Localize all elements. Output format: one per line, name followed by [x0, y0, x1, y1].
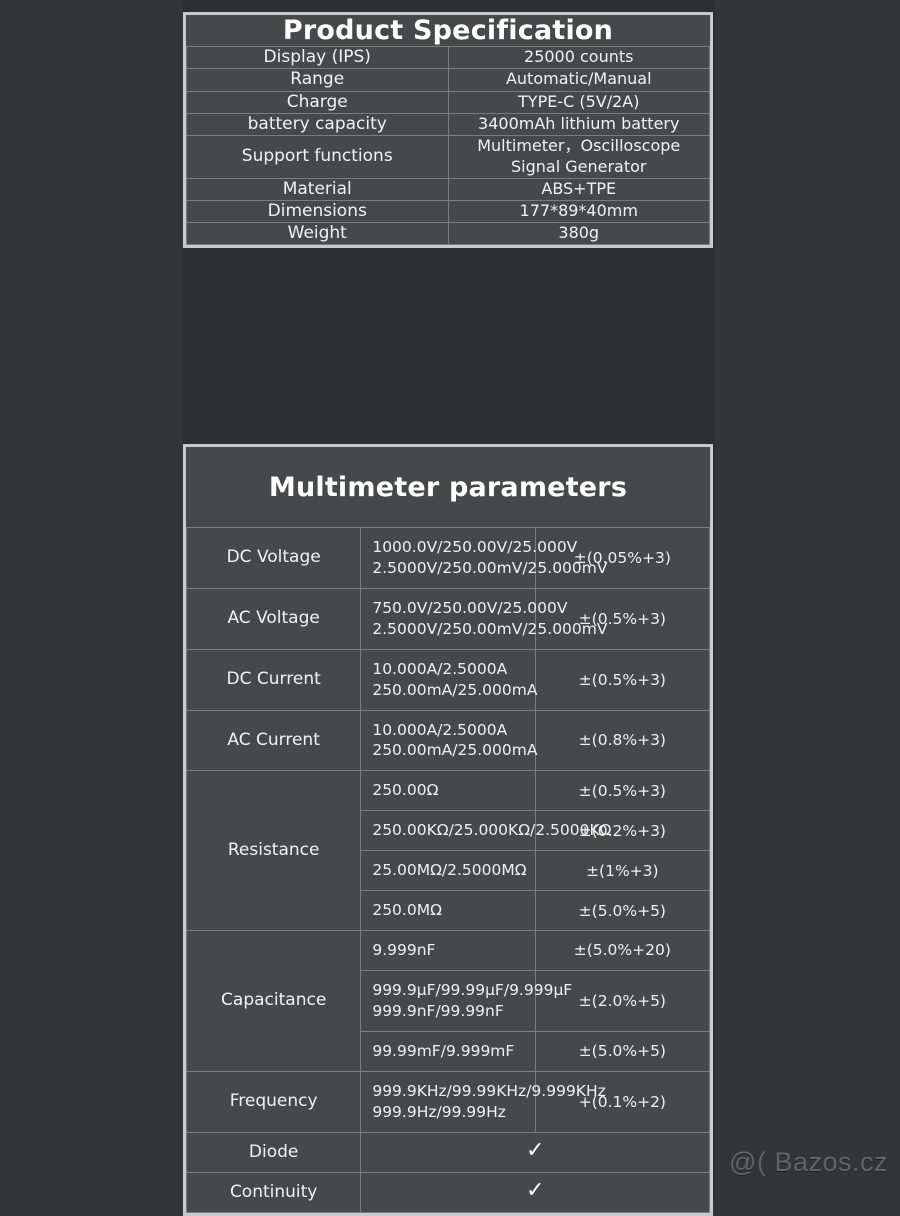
spec-value-charge: TYPE-C (5V/2A)	[447, 90, 710, 114]
multimeter-parameters-table: Multimeter parameters DC Voltage 1000.0V…	[185, 447, 711, 1213]
watermark-bazos: @( Bazos.cz	[729, 1147, 888, 1177]
mm-label-ac-voltage: AC Voltage	[185, 587, 362, 650]
spec-label-dimensions: Dimensions	[186, 199, 449, 224]
mm-label-frequency: Frequency	[185, 1070, 362, 1133]
table-row: Frequency 999.9KHz/99.99KHz/9.999KHz 999…	[185, 1070, 711, 1133]
table-row: 99.99mF/9.999mF ±(5.0%+5)	[187, 1030, 711, 1072]
mm-accuracy-capacitance-2: ±(2.0%+5)	[534, 969, 711, 1032]
mm-accuracy-capacitance-1: ±(5.0%+20)	[534, 930, 711, 971]
table-row: battery capacity 3400mAh lithium battery	[186, 112, 710, 137]
checkmark-icon-continuity: ✓	[360, 1171, 710, 1213]
spec-label-weight: Weight	[186, 222, 449, 246]
spec-value-display: 25000 counts	[447, 45, 710, 70]
spec-label-battery-capacity: battery capacity	[186, 112, 449, 137]
mm-range-resistance-2: 250.00KΩ/25.000KΩ/2.5000KΩ	[360, 810, 612, 852]
spec-label-charge: Charge	[186, 90, 449, 114]
table-row: Dimensions 177*89*40mm	[186, 199, 710, 224]
mm-range-resistance-4: 250.0MΩ	[360, 890, 536, 932]
mm-accuracy-frequency: +(0.1%+2)	[534, 1070, 711, 1133]
table-row: Resistance 250.00Ω ±(0.5%+3)	[185, 770, 711, 932]
table-title-row: Product Specification	[186, 15, 710, 47]
mm-accuracy-ac-current: ±(0.8%+3)	[534, 709, 711, 772]
table-row: DC Current 10.000A/2.5000A 250.00mA/25.0…	[185, 648, 711, 711]
multimeter-parameters-title: Multimeter parameters	[186, 447, 710, 528]
mm-range-capacitance-2: 999.9µF/99.99µF/9.999µF 999.9nF/99.99nF	[360, 969, 572, 1032]
mm-accuracy-resistance-4: ±(5.0%+5)	[534, 890, 711, 932]
product-specification-panel: Product Specification Display (IPS) 2500…	[183, 12, 713, 249]
mm-accuracy-dc-voltage: ±(0.05%+3)	[534, 527, 711, 589]
table-row: Capacitance 9.999nF ±(5.0%+20)	[185, 930, 711, 1072]
spec-label-display: Display (IPS)	[186, 45, 449, 70]
checkmark-icon-diode: ✓	[360, 1131, 710, 1173]
table-row: 999.9µF/99.99µF/9.999µF 999.9nF/99.99nF …	[187, 969, 711, 1032]
mm-label-dc-current: DC Current	[185, 648, 362, 711]
spec-value-weight: 380g	[447, 222, 710, 246]
mm-range-capacitance-3: 99.99mF/9.999mF	[360, 1030, 536, 1072]
table-row: Support functions Multimeter，Oscilloscop…	[186, 135, 710, 179]
mm-range-dc-voltage: 1000.0V/250.00V/25.000V 2.5000V/250.00mV…	[360, 527, 608, 589]
product-specification-table: Product Specification Display (IPS) 2500…	[186, 15, 710, 246]
spec-label-range: Range	[186, 68, 449, 92]
product-specification-title: Product Specification	[186, 15, 710, 47]
multimeter-parameters-panel: Multimeter parameters DC Voltage 1000.0V…	[183, 444, 713, 1216]
mm-range-frequency: 999.9KHz/99.99KHz/9.999KHz 999.9Hz/99.99…	[360, 1070, 606, 1133]
mm-label-diode: Diode	[185, 1131, 362, 1173]
mm-accuracy-resistance-2: ±(0.2%+3)	[534, 810, 711, 852]
mm-range-dc-current: 10.000A/2.5000A 250.00mA/25.000mA	[360, 648, 537, 711]
table-row: Range Automatic/Manual	[186, 68, 710, 92]
table-row: Weight 380g	[186, 222, 710, 246]
spec-value-material: ABS+TPE	[447, 177, 710, 201]
spec-label-material: Material	[186, 177, 449, 201]
mm-accuracy-dc-current: ±(0.5%+3)	[534, 648, 711, 711]
spec-value-battery-capacity: 3400mAh lithium battery	[447, 112, 710, 137]
table-row: DC Voltage 1000.0V/250.00V/25.000V 2.500…	[185, 527, 711, 589]
spec-value-range: Automatic/Manual	[447, 68, 710, 92]
mm-accuracy-resistance-1: ±(0.5%+3)	[534, 770, 711, 812]
table-row: Continuity ✓	[185, 1171, 710, 1213]
table-row: Display (IPS) 25000 counts	[186, 45, 710, 70]
mm-label-resistance: Resistance	[185, 770, 362, 932]
mm-range-ac-current: 10.000A/2.5000A 250.00mA/25.000mA	[360, 709, 537, 772]
mm-accuracy-ac-voltage: ±(0.5%+3)	[534, 587, 711, 650]
spec-label-support-functions: Support functions	[186, 135, 449, 179]
table-row: Diode ✓	[185, 1131, 710, 1173]
table-row: AC Voltage 750.0V/250.00V/25.000V 2.5000…	[185, 587, 711, 650]
mm-label-continuity: Continuity	[185, 1171, 362, 1213]
spec-value-dimensions: 177*89*40mm	[447, 199, 710, 224]
mm-range-capacitance-1: 9.999nF	[360, 930, 536, 971]
table-row: Charge TYPE-C (5V/2A)	[186, 90, 710, 114]
table-row: Material ABS+TPE	[186, 177, 710, 201]
table-row: AC Current 10.000A/2.5000A 250.00mA/25.0…	[185, 709, 711, 772]
table-title-row: Multimeter parameters	[186, 447, 710, 528]
table-row: 250.00KΩ/25.000KΩ/2.5000KΩ ±(0.2%+3)	[187, 810, 711, 852]
table-row: 250.0MΩ ±(5.0%+5)	[187, 890, 711, 932]
mm-accuracy-capacitance-3: ±(5.0%+5)	[534, 1030, 711, 1072]
table-row: 25.00MΩ/2.5000MΩ ±(1%+3)	[187, 850, 711, 892]
mm-label-ac-current: AC Current	[185, 709, 362, 772]
mm-range-ac-voltage: 750.0V/250.00V/25.000V 2.5000V/250.00mV/…	[360, 587, 608, 650]
mm-label-dc-voltage: DC Voltage	[185, 527, 362, 589]
mm-label-capacitance: Capacitance	[185, 930, 362, 1072]
mm-accuracy-resistance-3: ±(1%+3)	[534, 850, 711, 892]
mm-range-resistance-3: 25.00MΩ/2.5000MΩ	[360, 850, 536, 892]
mm-range-resistance-1: 250.00Ω	[360, 770, 536, 812]
spec-value-support-functions: Multimeter，Oscilloscope Signal Generator	[447, 135, 710, 179]
